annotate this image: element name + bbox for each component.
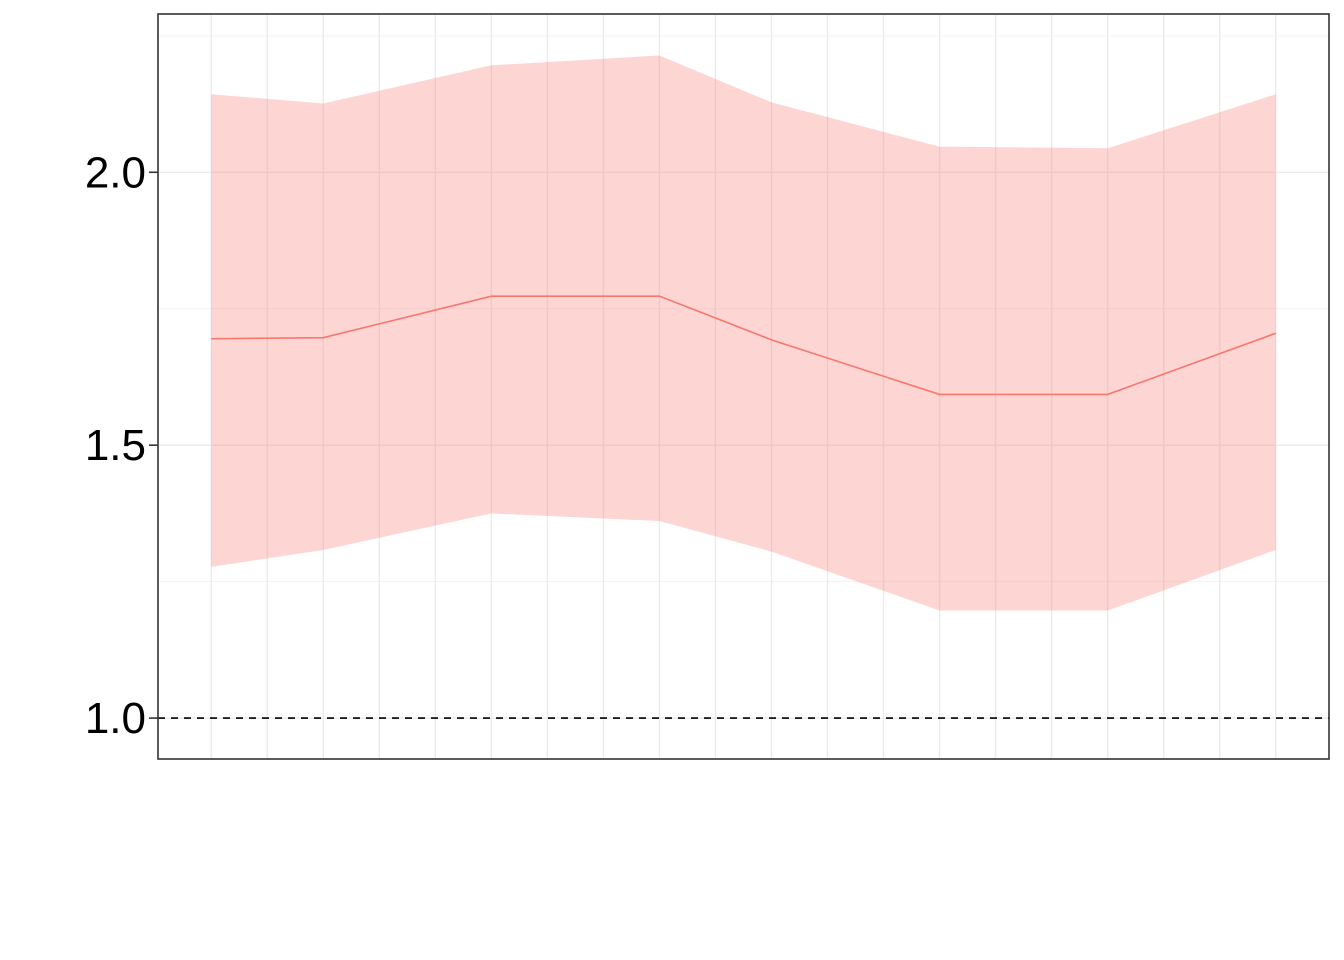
y-axis: 1.0 1.5 2.0 [85, 148, 158, 743]
plot-background [158, 14, 1329, 759]
confidence-bands [211, 55, 1276, 611]
minor-gridlines-y [158, 35, 1329, 583]
series-line [211, 295, 1277, 396]
y-tick-label: 1.5 [85, 421, 146, 470]
series-lines [211, 295, 1277, 396]
gridlines-x [210, 14, 1277, 759]
confidence-band [211, 55, 1276, 611]
y-tick-label: 2.0 [85, 148, 146, 197]
y-tick-label: 1.0 [85, 694, 146, 743]
plot-border [157, 13, 1330, 760]
